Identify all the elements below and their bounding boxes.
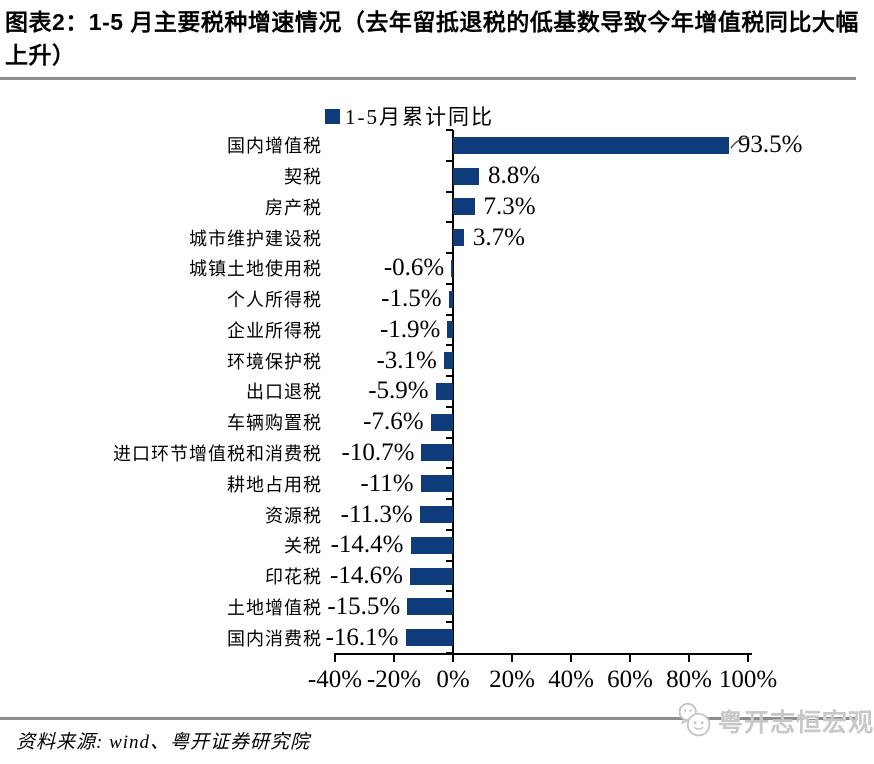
- value-label: -16.1%: [325, 623, 399, 651]
- bar: [405, 629, 453, 647]
- value-label: -15.5%: [327, 592, 401, 620]
- value-label: -1.9%: [379, 315, 441, 343]
- category-axis-tick: [446, 528, 453, 531]
- x-axis-tick: [629, 653, 631, 662]
- value-label: 3.7%: [472, 223, 525, 251]
- category-axis-tick: [446, 405, 453, 408]
- category-label: 城市维护建设税: [189, 228, 322, 249]
- x-tick-label: 60%: [607, 666, 653, 693]
- bar: [407, 598, 453, 616]
- category-label: 环境保护税: [227, 351, 322, 372]
- category-label: 个人所得税: [227, 290, 322, 311]
- x-axis-tick: [747, 653, 749, 662]
- category-axis-tick: [446, 651, 453, 654]
- x-axis-tick: [570, 653, 572, 662]
- bar: [420, 475, 453, 493]
- value-label: 8.8%: [487, 162, 541, 190]
- category-axis-tick: [446, 159, 453, 162]
- bar: [453, 136, 729, 154]
- bar: [451, 259, 453, 277]
- bar: [448, 290, 453, 308]
- x-tick-label: 100%: [718, 666, 778, 693]
- title-divider: [0, 77, 856, 80]
- category-axis-tick: [446, 436, 453, 439]
- watermark-text: 粤开志恒宏观: [717, 709, 874, 737]
- value-label: -1.5%: [381, 285, 442, 313]
- category-label: 契税: [284, 167, 322, 188]
- x-axis-tick: [688, 653, 690, 662]
- category-axis-tick: [446, 467, 453, 470]
- category-axis-line: [452, 130, 454, 653]
- category-label: 土地增值税: [227, 597, 322, 618]
- category-label: 城镇土地使用税: [189, 259, 322, 280]
- value-label: -11.3%: [340, 500, 413, 528]
- category-label: 进口环节增值税和消费税: [113, 443, 322, 464]
- category-axis-tick: [446, 252, 453, 255]
- footer-divider: [0, 717, 858, 720]
- x-axis-tick: [511, 653, 513, 662]
- x-axis-tick: [393, 653, 395, 662]
- value-label: -10.7%: [341, 438, 415, 466]
- category-axis-tick: [446, 313, 453, 316]
- bar: [453, 229, 464, 247]
- category-axis-tick: [446, 559, 453, 562]
- category-label: 关税: [284, 536, 322, 557]
- category-label: 房产税: [265, 197, 322, 218]
- bar: [443, 352, 453, 370]
- chat-bubbles-logo-icon: [678, 702, 711, 737]
- x-axis-tick: [452, 653, 454, 662]
- category-label: 国内增值税: [227, 136, 322, 157]
- category-axis-tick: [446, 190, 453, 193]
- x-tick-label: -20%: [366, 666, 422, 693]
- category-label: 印花税: [265, 567, 322, 588]
- category-axis-tick: [446, 375, 453, 378]
- x-tick-label: 20%: [489, 666, 535, 693]
- bar: [409, 567, 453, 585]
- chart-legend: 1-5月累计同比: [325, 101, 494, 131]
- category-label: 耕地占用税: [227, 474, 322, 495]
- category-axis-tick: [446, 221, 453, 224]
- x-tick-label: 80%: [666, 666, 712, 693]
- category-axis-tick: [446, 498, 453, 501]
- category-label: 出口退税: [246, 382, 322, 403]
- source-note: 资料来源: wind、粤开证券研究院: [16, 732, 311, 753]
- value-label: -0.6%: [383, 254, 445, 282]
- figure-title: 图表2：1-5 月主要税种增速情况（去年留抵退税的低基数导致今年增值税同比大幅上…: [5, 9, 859, 68]
- bar: [435, 382, 453, 400]
- bar: [419, 506, 453, 523]
- bar: [447, 321, 453, 339]
- x-axis-tick: [334, 653, 336, 662]
- bar: [430, 413, 453, 431]
- value-label: -7.6%: [363, 408, 424, 436]
- value-label: -5.9%: [368, 377, 429, 405]
- bar: [453, 198, 475, 216]
- value-label: -14.4%: [330, 531, 404, 559]
- category-label: 资源税: [265, 505, 322, 526]
- legend-label: 1-5月累计同比: [345, 105, 494, 129]
- x-tick-label: 0%: [436, 666, 470, 693]
- bar: [410, 536, 453, 554]
- category-label: 企业所得税: [227, 320, 322, 341]
- bar: [421, 444, 453, 462]
- category-axis-tick: [446, 621, 453, 624]
- label-leader-line: [730, 137, 750, 149]
- value-label: -11%: [360, 469, 414, 497]
- brand-watermark: 粤开志恒宏观: [676, 698, 874, 744]
- category-label: 国内消费税: [227, 628, 322, 649]
- value-label: -14.6%: [330, 562, 403, 590]
- category-axis-tick: [446, 282, 453, 285]
- value-label: -3.1%: [376, 346, 437, 374]
- category-axis-tick: [446, 590, 453, 593]
- value-label: 7.3%: [483, 192, 536, 220]
- x-tick-label: -40%: [307, 666, 363, 693]
- bar: [453, 167, 479, 185]
- category-axis-tick: [446, 344, 453, 347]
- x-tick-label: 40%: [548, 666, 594, 693]
- category-label: 车辆购置税: [227, 413, 322, 434]
- legend-swatch-icon: [325, 108, 340, 124]
- x-axis-line: [334, 653, 752, 655]
